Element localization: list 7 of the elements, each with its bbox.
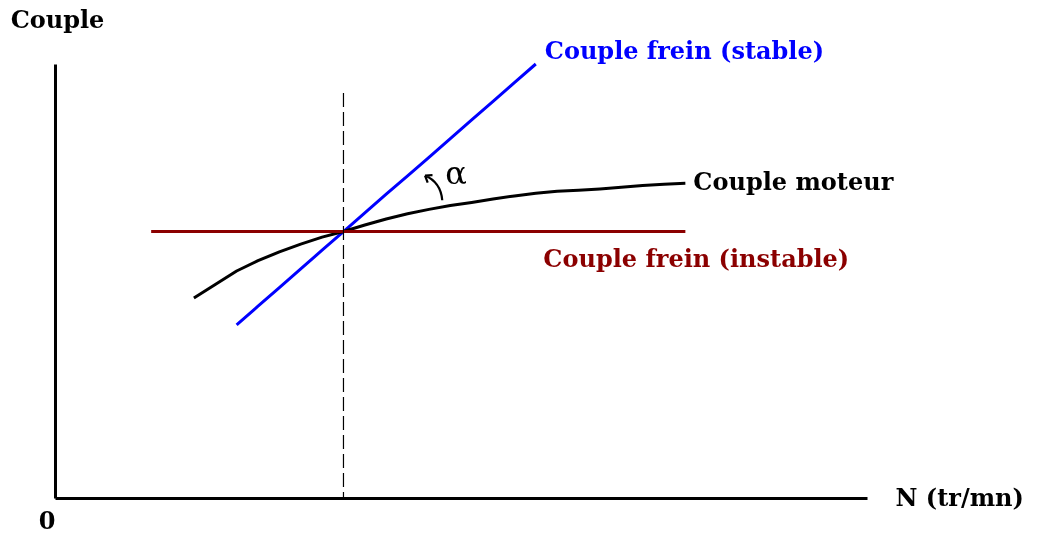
annotation: α <box>445 154 467 192</box>
x-axis-title: N (tr/mn) <box>895 482 1024 512</box>
series-label: Couple frein (stable) <box>544 36 825 65</box>
series-label: Couple frein (instable) <box>543 243 850 273</box>
y-axis-title: Couple <box>10 4 105 34</box>
text: 0 <box>38 506 56 535</box>
series-label: Couple moteur <box>693 167 894 197</box>
